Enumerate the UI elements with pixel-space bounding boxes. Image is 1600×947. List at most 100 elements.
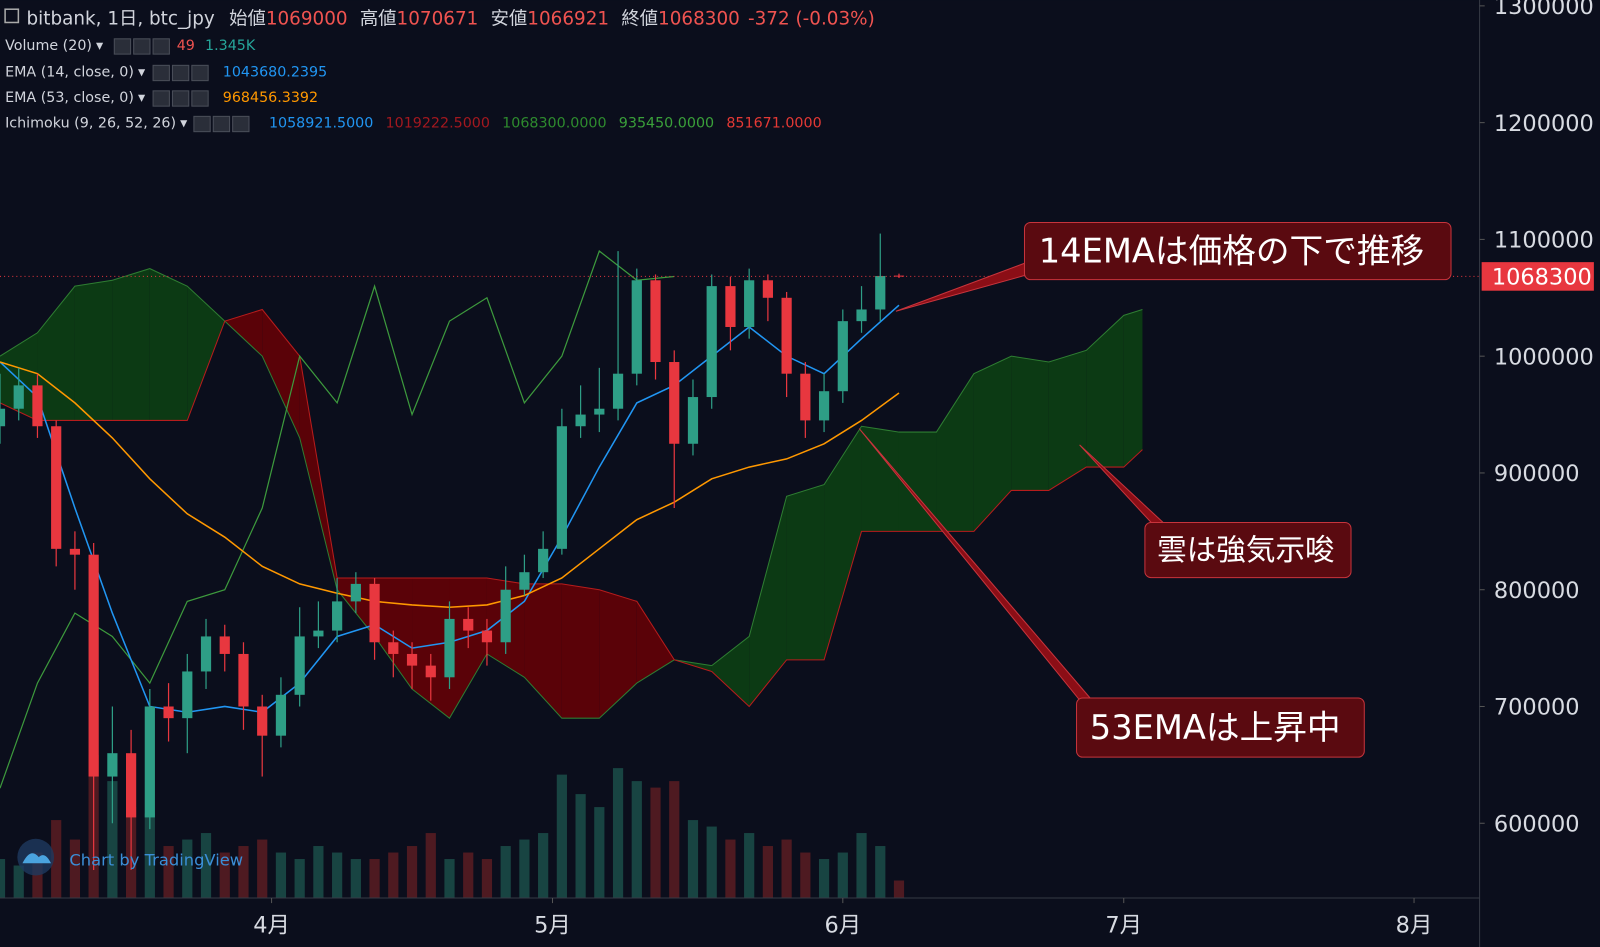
candle-body bbox=[88, 554, 99, 777]
x-tick-label: 8月 bbox=[1396, 913, 1433, 939]
volume-bar bbox=[388, 852, 399, 898]
legend-icons bbox=[113, 38, 250, 133]
y-tick-label: 1200000 bbox=[1494, 111, 1594, 137]
y-tick-label: 1000000 bbox=[1494, 344, 1594, 370]
legend-icon bbox=[133, 38, 151, 55]
watermark-logo bbox=[22, 853, 52, 864]
cloud-segment bbox=[898, 432, 937, 532]
candle-body bbox=[126, 753, 137, 818]
candle-layer bbox=[0, 233, 905, 870]
candle-body bbox=[32, 385, 43, 427]
cloud-segment bbox=[936, 373, 974, 532]
y-tick-label: 800000 bbox=[1494, 578, 1580, 604]
y-tick-label: 700000 bbox=[1494, 695, 1580, 721]
header-title: bitbank, 1日, btc_jpy 始値1069000 高値1070671 安値… bbox=[27, 9, 875, 30]
ema14-legend: EMA (14, close, 0) ▾ 1043680.2395 bbox=[5, 65, 327, 81]
ichimoku-reading: 1058921.5000 bbox=[269, 116, 373, 132]
cloud-segment bbox=[786, 484, 825, 660]
candle-body bbox=[107, 753, 118, 777]
candle-body bbox=[875, 275, 886, 310]
cloud-segment bbox=[187, 286, 225, 421]
candle-body bbox=[51, 426, 62, 549]
annotation: 53EMAは上昇中 bbox=[1090, 708, 1341, 747]
candle-body bbox=[406, 653, 418, 666]
cloud-segment bbox=[599, 589, 637, 719]
volume-bar bbox=[257, 839, 268, 898]
candle-body bbox=[294, 636, 305, 695]
ichimoku-reading: 1068300.0000 bbox=[502, 116, 606, 132]
legend-icon bbox=[191, 90, 209, 107]
legend-icon bbox=[212, 115, 231, 133]
cloud-segment bbox=[1123, 309, 1143, 468]
ema53-value: 968456.3392 bbox=[223, 90, 318, 106]
ema53-name: EMA (53, close, 0) bbox=[5, 90, 134, 106]
volume-bar bbox=[107, 781, 118, 898]
cloud-segment bbox=[224, 309, 263, 357]
ichimoku-reading: 851671.0000 bbox=[726, 116, 821, 132]
change-value: -372 (-0.03%) bbox=[748, 9, 875, 30]
candle-body bbox=[631, 280, 642, 374]
volume-bar bbox=[837, 852, 848, 898]
cloud-segment bbox=[749, 496, 787, 707]
cloud-segment bbox=[412, 578, 450, 719]
cloud-segment bbox=[1048, 350, 1087, 491]
candle-body bbox=[350, 583, 361, 602]
volume-bar bbox=[69, 839, 81, 898]
ema14-name: EMA (14, close, 0) bbox=[5, 65, 134, 81]
cloud-segment bbox=[112, 268, 150, 421]
annotation: 雲は強気示唆 bbox=[1157, 533, 1334, 567]
candle-body bbox=[163, 706, 174, 719]
open-value: 1069000 bbox=[266, 9, 348, 30]
y-tick-label: 600000 bbox=[1494, 811, 1580, 837]
legend-icon bbox=[171, 90, 190, 107]
lagging-span bbox=[0, 250, 675, 789]
volume-bar bbox=[406, 846, 418, 898]
price-label-bg bbox=[1481, 262, 1594, 291]
volume-bar bbox=[556, 774, 567, 898]
candle-body bbox=[219, 636, 230, 654]
candle-body bbox=[818, 391, 830, 421]
close-value: 1068300 bbox=[658, 9, 740, 30]
x-tick-label: 4月 bbox=[253, 913, 290, 939]
volume-bar bbox=[238, 846, 249, 898]
volume-bar bbox=[51, 820, 62, 898]
x-tick-label: 7月 bbox=[1105, 913, 1142, 939]
candle-body bbox=[650, 280, 661, 363]
ichimoku-reading: 935450.0000 bbox=[619, 116, 714, 132]
volume-bar bbox=[687, 820, 699, 898]
x-tick-label: 5月 bbox=[534, 913, 571, 939]
watermark[interactable]: Chart by TradingView bbox=[69, 850, 243, 869]
legend-icon bbox=[152, 64, 170, 82]
volume-bar bbox=[781, 839, 792, 898]
span-b-line bbox=[0, 308, 1143, 708]
price-label: 1068300 bbox=[1492, 265, 1592, 291]
ema53-legend: EMA (53, close, 0) ▾ 968456.3392 bbox=[5, 90, 318, 106]
candle-body bbox=[687, 397, 699, 444]
candle-body bbox=[856, 309, 867, 322]
candle-body bbox=[238, 653, 249, 707]
candle-body bbox=[575, 414, 586, 427]
cloud-segment bbox=[636, 601, 675, 684]
cloud-segment bbox=[711, 636, 750, 707]
volume-bar bbox=[294, 859, 305, 898]
volume-bar bbox=[875, 846, 886, 898]
annotation-box bbox=[1144, 521, 1352, 579]
ohlc-label: 終値 bbox=[621, 9, 658, 30]
cloud-segment bbox=[561, 583, 600, 719]
volume-bar bbox=[744, 833, 755, 898]
volume-bar bbox=[13, 865, 24, 898]
legend-icon bbox=[152, 38, 170, 55]
legend-icon bbox=[113, 38, 132, 55]
candle-body bbox=[481, 630, 493, 643]
volume-bar bbox=[893, 880, 905, 898]
candle-body bbox=[200, 636, 212, 672]
candle-body bbox=[275, 694, 287, 736]
collapse-icon[interactable] bbox=[4, 8, 20, 24]
candle-body bbox=[388, 642, 399, 654]
cloud-segment bbox=[861, 426, 899, 532]
cloud-segment bbox=[1086, 315, 1124, 468]
volume-bar bbox=[313, 846, 324, 898]
